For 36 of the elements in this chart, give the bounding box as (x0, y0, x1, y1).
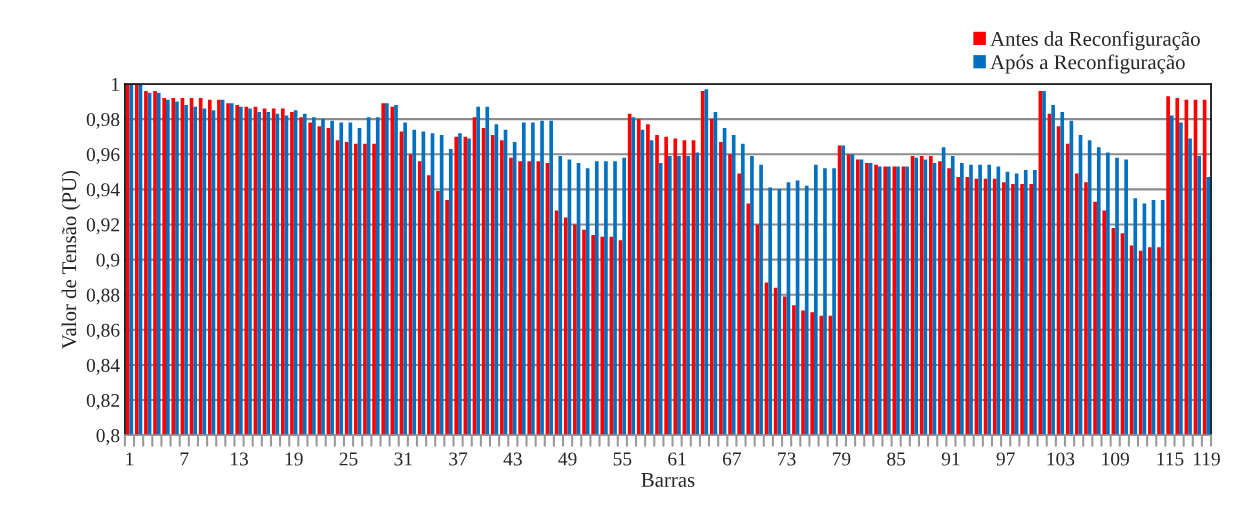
y-tick-label: 0,92 (86, 218, 119, 235)
x-tick-label: 37 (449, 452, 468, 466)
y-tick-label: 0,88 (86, 288, 120, 305)
x-tick-label: 61 (668, 452, 686, 466)
x-axis-title: Barras (641, 473, 695, 487)
y-tick-label: 0,82 (86, 393, 119, 410)
legend-label: Após a Reconfiguração (990, 54, 1185, 74)
x-tick-label: 91 (941, 452, 960, 466)
x-tick-label: 25 (339, 452, 358, 466)
x-tick-label: 67 (722, 452, 742, 466)
x-tick-label: 55 (613, 452, 632, 466)
x-tick-label: 13 (231, 452, 248, 466)
x-tick-label: 115 (1157, 452, 1184, 466)
legend-label: Antes da Reconfiguração (990, 31, 1200, 51)
x-tick-label: 119 (1193, 452, 1220, 466)
x-tick-label: 73 (778, 452, 796, 466)
y-tick-label: 0,94 (86, 183, 120, 200)
x-tick-label: 97 (996, 452, 1015, 466)
y-tick-label: 0,9 (96, 253, 120, 270)
x-tick-label: 1 (126, 452, 134, 466)
y-tick-label: 0,86 (86, 323, 120, 340)
y-tick-label: 1 (112, 77, 119, 91)
y-tick-label: 0,96 (86, 148, 120, 164)
x-tick-label: 109 (1102, 452, 1129, 466)
x-tick-label: 79 (832, 452, 851, 466)
x-tick-label: 19 (285, 452, 303, 466)
y-tick-label: 0,8 (96, 429, 120, 445)
y-tick-label: 0,98 (86, 112, 120, 129)
x-tick-label: 43 (503, 452, 522, 466)
y-tick-label: 0,84 (86, 358, 120, 375)
x-tick-label: 7 (180, 452, 189, 466)
x-tick-label: 103 (1047, 452, 1075, 466)
x-tick-label: 31 (394, 452, 412, 466)
y-axis-title: Valor de Tensão (PU) (61, 170, 81, 349)
x-tick-label: 85 (887, 452, 906, 466)
x-tick-label: 49 (558, 452, 577, 466)
